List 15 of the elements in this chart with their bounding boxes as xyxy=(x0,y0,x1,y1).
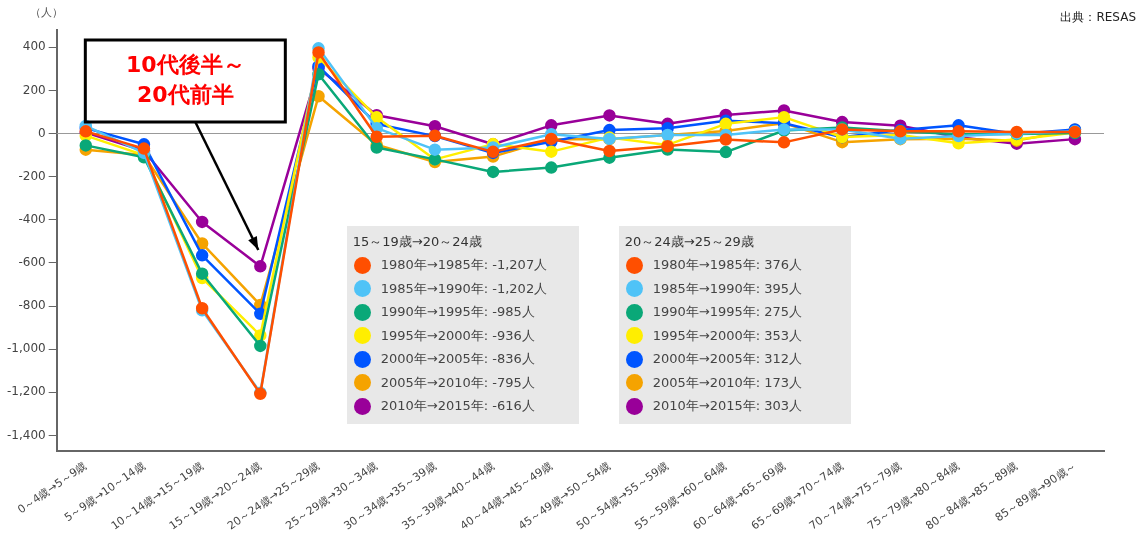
y-tick-label: 400 xyxy=(22,39,46,54)
y-tick-label: -1,200 xyxy=(7,384,46,399)
y-tick-label: 0 xyxy=(38,125,46,140)
y-tick-label: -1,400 xyxy=(7,427,46,442)
y-tick-label: -200 xyxy=(18,168,46,183)
y-tick-label: -400 xyxy=(18,211,46,226)
tooltip-panel: 20～24歳→25～29歳 1980年→1985年: 376人 1985年→1990年: 395人 1990年→1995年: 275人 1995年→2000年: 353人 2000年→2005年: 312人 2005年→2010年: 173人 2010年→2015年: 303人 xyxy=(618,226,851,424)
y-tick-label: -1,000 xyxy=(7,341,46,356)
y-tick-label: -600 xyxy=(18,255,46,270)
source-note: 出典：RESAS xyxy=(1060,10,1136,25)
tooltip-panel: 15～19歳→20～24歳 1980年→1985年: -1,207人 1985年→1990年: -1,202人 1990年→1995年: -985人 1995年→2000年: -936人 2000年→2005年: -836人 2005年→2010年: -795人 2010年→2015年: -616人 xyxy=(346,226,579,424)
y-tick-label: -800 xyxy=(18,298,46,313)
annotation: 10代後半～ 20代前半 xyxy=(126,51,245,107)
y-axis-title: （人） xyxy=(30,6,64,19)
y-tick-label: 200 xyxy=(22,82,46,97)
